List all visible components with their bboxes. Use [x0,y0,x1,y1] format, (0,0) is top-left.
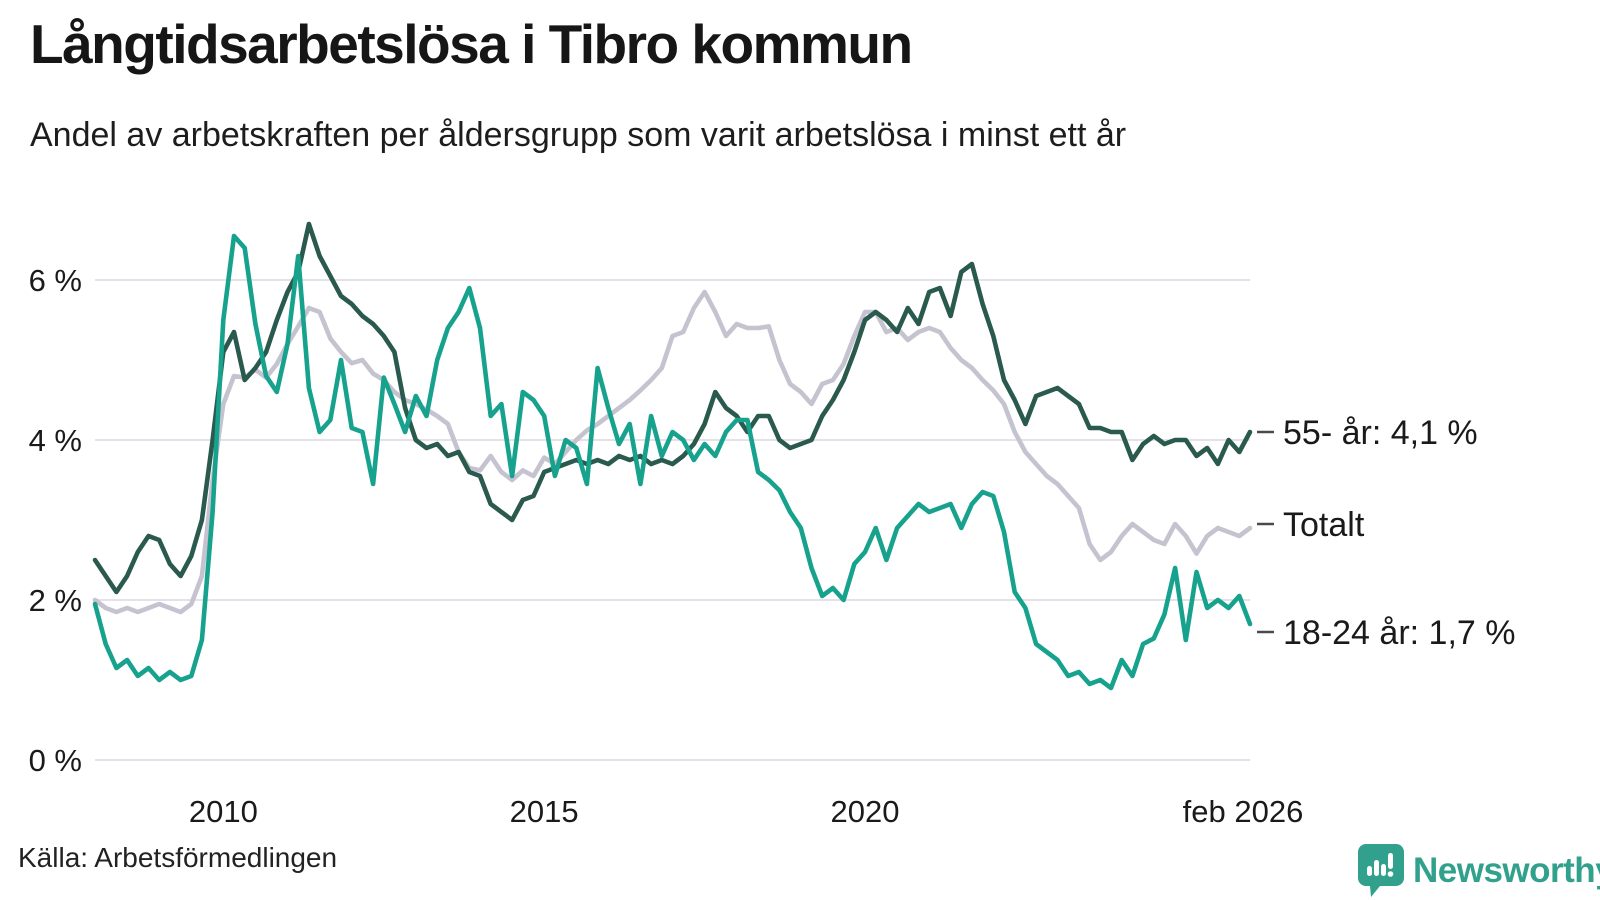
x-tick-label-2020: 2020 [831,794,900,829]
source-credit: Källa: Arbetsförmedlingen [18,842,338,873]
x-tick-label-2015: 2015 [510,794,579,829]
x-tick-label-2010: 2010 [189,794,258,829]
page-title: Långtidsarbetslösa i Tibro kommun [30,13,913,75]
y-tick-label-0: 0 % [29,743,82,778]
end-label-55--år: 55- år: 4,1 % [1283,414,1478,452]
end-label-18-24-år: 18-24 år: 1,7 % [1283,614,1515,652]
y-tick-label-6: 6 % [29,263,82,298]
chart-subtitle: Andel av arbetskraften per åldersgrupp s… [30,116,1127,154]
x-tick-label-feb-2026: feb 2026 [1183,794,1304,829]
newsworthy-logo: Newsworthy [1358,844,1600,897]
end-label-Totalt: Totalt [1283,506,1365,544]
y-tick-label-2: 2 % [29,583,82,618]
series-line-55--år [92,221,1253,595]
y-tick-label-4: 4 % [29,423,82,458]
series-line-18-24-år [92,233,1253,691]
newsworthy-speech-bubble-bar-chart-icon [1358,844,1404,897]
newsworthy-wordmark: Newsworthy [1413,850,1600,890]
